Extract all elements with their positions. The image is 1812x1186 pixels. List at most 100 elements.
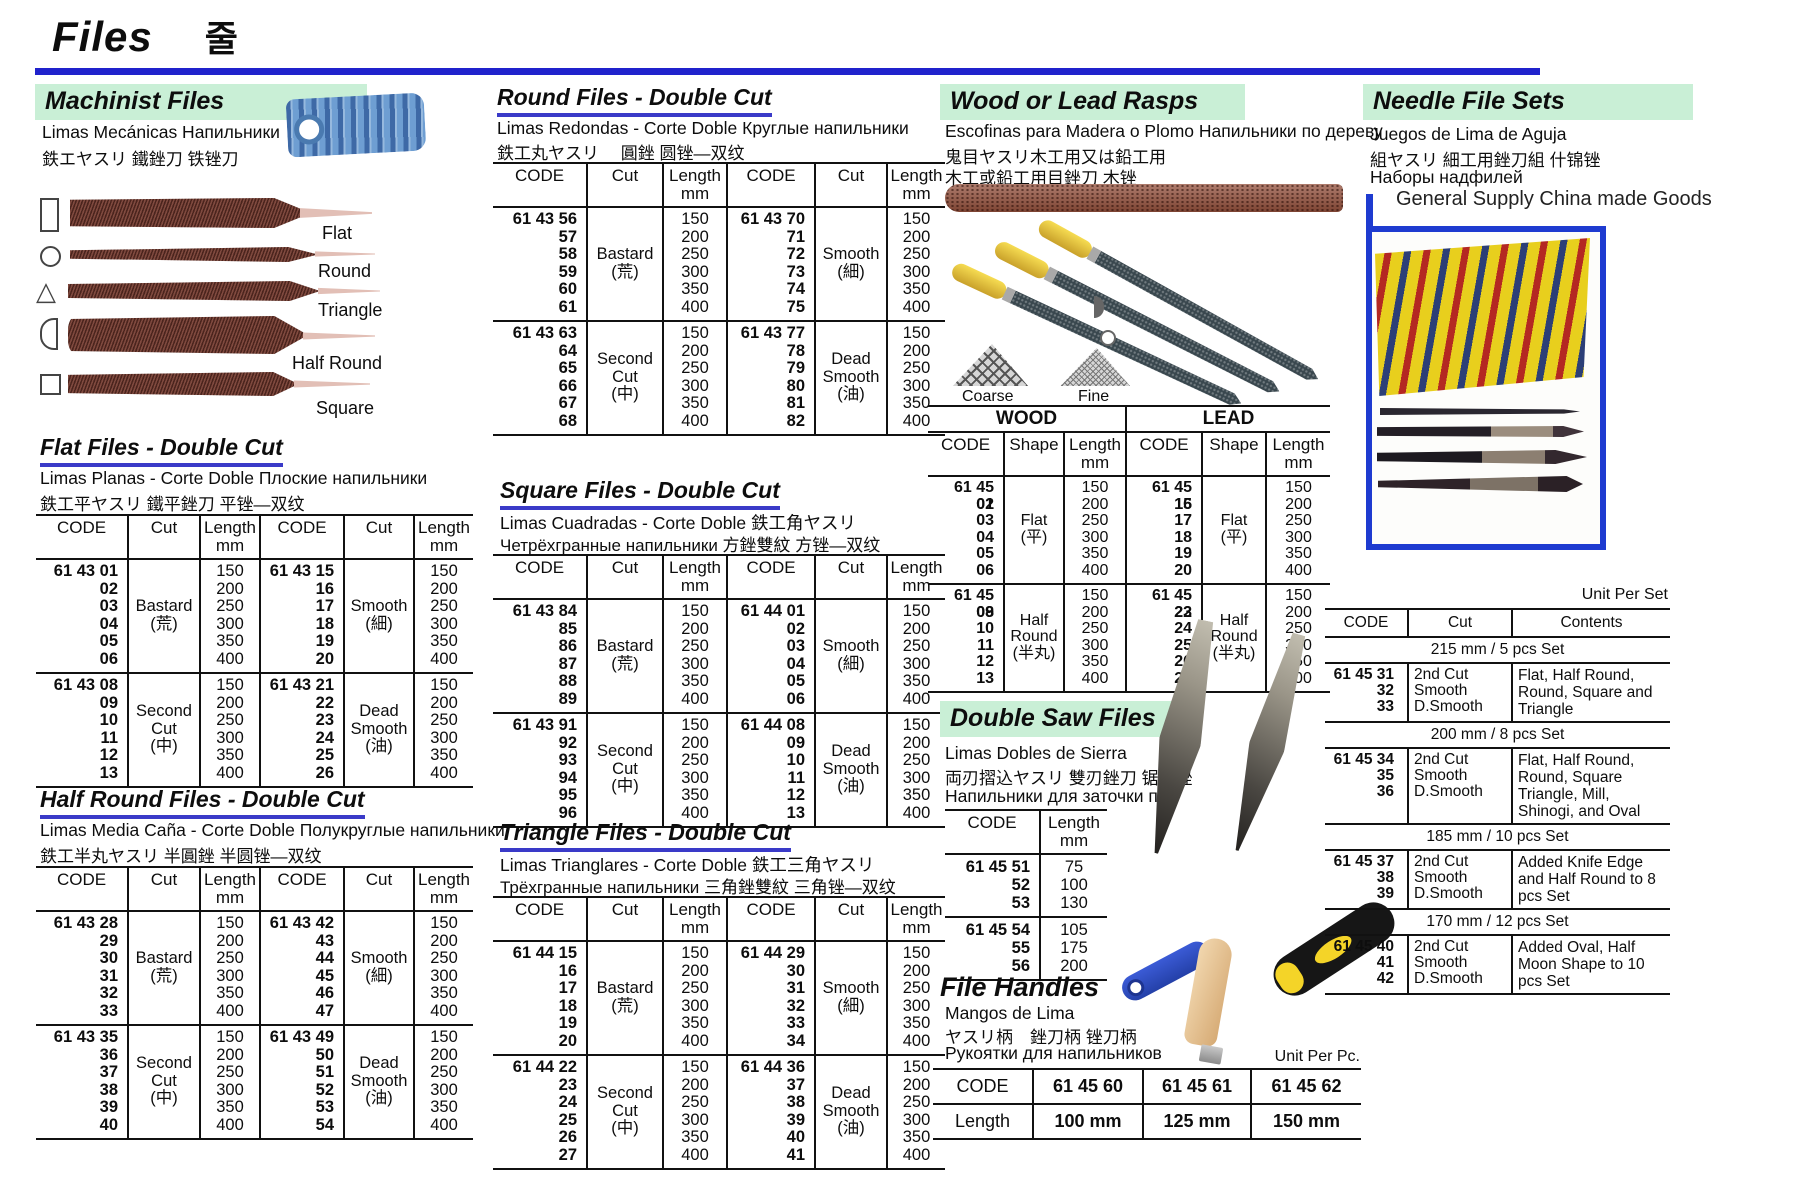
length-value: 250: [902, 637, 931, 655]
cut-label: Bastard: [596, 637, 654, 655]
length-value: 400: [430, 1001, 458, 1020]
length-value: 200: [1081, 495, 1109, 513]
wood-header: WOOD: [928, 405, 1127, 433]
file-handles-table: CODE 61 45 60 61 45 61 61 45 62 Length 100 mm…: [933, 1068, 1361, 1140]
cut-label: (細): [837, 262, 865, 281]
section-title-flat-files: Flat Files - Double Cut: [40, 434, 283, 467]
handles-cell: 100 mm: [1032, 1103, 1143, 1140]
cut-cell: Second Cut (中): [586, 713, 663, 828]
length-value: 200: [216, 693, 244, 712]
code-value: 37: [99, 1063, 118, 1081]
cut-cell: Smooth (細): [814, 207, 887, 322]
code-value: 94: [558, 768, 577, 787]
cut-label: (荒): [150, 614, 178, 633]
code-cell: 61 43 63 64 65 66 67 68: [493, 321, 587, 436]
code-value: 32: [786, 996, 805, 1015]
code-value: 24: [315, 728, 334, 747]
code-cell: 61 45 31 32 33: [1325, 664, 1407, 721]
code-value: 58: [558, 245, 577, 263]
length-value: 150: [681, 944, 709, 962]
length-value: 400: [902, 297, 931, 316]
code-value: 16: [1174, 495, 1193, 513]
triangle-file-tang: [318, 287, 380, 295]
length-value: 350: [430, 746, 458, 764]
cut-label: Smooth: [1414, 682, 1468, 699]
code-value: 52: [1011, 876, 1030, 894]
code-value: 12: [99, 746, 118, 764]
length-value: 200: [430, 931, 458, 950]
code-value: 61 45 34: [1333, 751, 1394, 768]
length-value: 400: [1285, 561, 1312, 579]
length-value: 400: [681, 689, 709, 708]
column-header: CODE: [36, 514, 128, 560]
code-value: 29: [99, 931, 118, 950]
length-value: 350: [681, 280, 709, 298]
length-value: 150: [681, 602, 709, 620]
code-value: 41: [1376, 954, 1394, 971]
section-title: Wood or Lead Rasps: [950, 87, 1199, 115]
code-value: 37: [786, 1075, 805, 1094]
table-row: 61 45 34 35 36 2nd Cut Smooth D.Smooth Flat,…: [1325, 749, 1670, 825]
section-title: Machinist Files: [45, 87, 225, 115]
length-value: 200: [216, 579, 244, 598]
code-value: 40: [99, 1115, 118, 1134]
code-value: 32: [99, 984, 118, 1002]
handles-cell: 61 45 62: [1250, 1068, 1361, 1105]
length-value: 150: [1285, 479, 1312, 496]
handles-cell: 61 45 60: [1032, 1068, 1143, 1105]
column-header: Contents: [1511, 610, 1670, 636]
length-value: 350: [902, 672, 931, 690]
saw-subtitle-ru: Напильники для заточки пил: [945, 786, 1178, 806]
code-value: 61 43 28: [53, 914, 118, 932]
code-value: 39: [1376, 885, 1394, 902]
length-value: 400: [216, 1001, 244, 1020]
cut-cell: Second Cut (中): [127, 1025, 200, 1140]
code-value: 61 43 42: [269, 914, 334, 932]
code-value: 61 45 37: [1333, 853, 1394, 870]
half-round-subtitle-es-ru: Limas Media Caña - Corte Doble Полукругл…: [40, 820, 505, 840]
length-value: 400: [681, 411, 709, 430]
shape-label: Half: [1019, 611, 1049, 629]
code-cell: 61 44 15 16 17 18 19 20: [493, 941, 587, 1056]
length-value: 350: [430, 984, 458, 1002]
length-value: 400: [681, 1031, 709, 1050]
code-value: 10: [786, 751, 805, 769]
code-value: 61 43 08: [53, 676, 118, 694]
code-value: 61 43 01: [53, 562, 118, 580]
code-value: 68: [558, 411, 577, 430]
column-header: Shape: [1201, 431, 1267, 477]
length-value: 300: [430, 966, 458, 985]
column-header: Cut: [586, 896, 663, 942]
column-header: Length mm: [662, 896, 727, 942]
code-value: 23: [1174, 603, 1193, 621]
section-title: Needle File Sets: [1373, 87, 1565, 115]
code-value: 30: [99, 949, 118, 967]
round-subtitle-cjk: 鉄工丸ヤスリ 圓銼 圆锉—双纹: [497, 144, 745, 163]
square-file-image: [68, 372, 296, 396]
length-value: 300: [1081, 528, 1109, 546]
length-value: 250: [681, 359, 709, 377]
code-cell: 61 43 35 36 37 38 39 40: [36, 1025, 128, 1140]
code-value: 20: [1174, 561, 1193, 579]
title-rule: [35, 68, 1540, 75]
code-value: 65: [558, 359, 577, 377]
code-value: 96: [558, 803, 577, 822]
shape-label: Round: [1210, 628, 1258, 646]
code-value: 36: [1376, 783, 1394, 800]
length-value: 400: [902, 803, 931, 822]
length-value: 400: [902, 411, 931, 430]
code-value: 25: [315, 746, 334, 764]
rasps-subtitle-es-ru: Escofinas para Madera o Plomo Напильники…: [945, 121, 1383, 141]
length-value: 300: [681, 1110, 709, 1129]
cut-label: Smooth: [1414, 869, 1468, 886]
needle-set-group: 215 mm / 5 pcs Set 61 45 31 32 33 2nd Cut S…: [1325, 638, 1670, 723]
code-value: 35: [1376, 767, 1394, 784]
column-header: Length mm: [886, 162, 945, 208]
shape-label: Flat: [1220, 512, 1248, 529]
cut-label: Smooth: [350, 949, 408, 967]
cut-label: Cut: [612, 1101, 638, 1120]
code-value: 02: [786, 619, 805, 638]
